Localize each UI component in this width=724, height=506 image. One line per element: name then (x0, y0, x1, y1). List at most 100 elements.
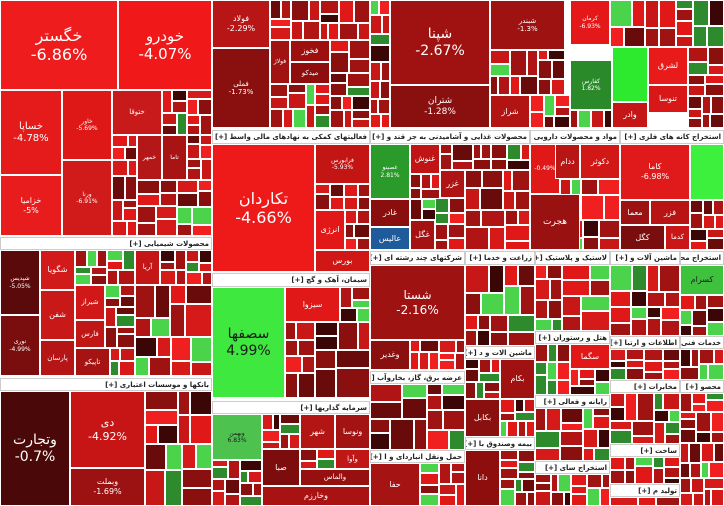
stock-tile[interactable] (656, 497, 680, 506)
stock-tile[interactable] (435, 224, 448, 240)
sector-header[interactable]: عرضه برق، گاز، بخاروآب [+] (370, 371, 465, 384)
stock-tile[interactable] (591, 110, 604, 128)
stock-tile[interactable] (320, 14, 339, 23)
stock-tile[interactable] (270, 19, 291, 27)
stock-tile[interactable] (107, 261, 123, 270)
stock-tile[interactable] (535, 265, 547, 279)
stock-tile[interactable] (659, 28, 676, 47)
stock-tile[interactable] (503, 170, 512, 191)
stock-tile[interactable] (330, 83, 347, 96)
stock-tile[interactable] (370, 81, 380, 99)
stock-tile[interactable] (439, 484, 456, 495)
stock-tile[interactable] (610, 430, 632, 444)
sector-header[interactable]: فعالیتهای کمکی به نهادهای مالی واسط [+] (212, 130, 370, 144)
stock-tile[interactable]: خساپا -4.78% (0, 90, 62, 175)
stock-tile[interactable] (564, 492, 571, 506)
stock-tile[interactable] (465, 315, 478, 330)
stock-tile[interactable]: بکابل (465, 399, 500, 437)
stock-tile[interactable] (190, 415, 212, 444)
stock-tile[interactable] (504, 265, 518, 286)
stock-tile[interactable] (162, 113, 177, 125)
stock-tile[interactable]: وبهمن 6.83% (212, 414, 262, 460)
stock-tile[interactable] (370, 99, 378, 114)
stock-tile[interactable] (442, 395, 465, 410)
stock-tile[interactable] (709, 0, 724, 26)
stock-tile[interactable] (156, 206, 177, 219)
stock-tile[interactable] (170, 304, 185, 337)
stock-tile[interactable] (465, 170, 482, 188)
stock-tile[interactable] (182, 469, 212, 488)
stock-tile[interactable] (659, 0, 676, 28)
stock-tile[interactable] (535, 344, 548, 362)
stock-tile[interactable] (448, 224, 465, 238)
stock-tile[interactable] (515, 479, 522, 492)
stock-tile[interactable] (116, 315, 135, 327)
stock-tile[interactable] (187, 159, 201, 168)
stock-tile[interactable] (664, 457, 680, 467)
stock-tile[interactable] (631, 319, 647, 336)
stock-tile[interactable] (145, 444, 166, 470)
stock-tile[interactable]: فولاد -2.29% (212, 0, 270, 48)
stock-tile[interactable]: فملی -1.73% (212, 48, 270, 128)
stock-tile[interactable]: وادر (612, 102, 648, 128)
stock-tile[interactable]: انرژی (315, 210, 345, 250)
stock-tile[interactable] (610, 393, 625, 407)
stock-tile[interactable]: معما (620, 200, 650, 225)
stock-tile[interactable] (598, 429, 610, 448)
stock-tile[interactable] (515, 412, 535, 421)
stock-tile[interactable] (439, 463, 451, 484)
stock-tile[interactable] (110, 361, 119, 376)
stock-tile[interactable] (352, 300, 370, 308)
sector-header[interactable]: زراعت و خدما [+] (465, 251, 535, 265)
stock-tile[interactable] (145, 425, 158, 444)
stock-tile[interactable] (708, 364, 724, 380)
stock-tile[interactable] (201, 159, 212, 180)
stock-tile[interactable] (669, 410, 680, 422)
stock-tile[interactable] (693, 26, 707, 47)
stock-tile[interactable] (520, 76, 538, 95)
stock-tile[interactable] (653, 468, 664, 484)
stock-tile[interactable] (581, 179, 598, 195)
stock-tile[interactable] (599, 238, 620, 250)
stock-tile[interactable] (302, 356, 315, 373)
stock-tile[interactable] (626, 368, 644, 380)
stock-tile[interactable] (498, 76, 510, 95)
stock-tile[interactable] (439, 340, 456, 353)
stock-tile[interactable] (578, 110, 591, 128)
stock-tile[interactable] (688, 118, 702, 128)
stock-tile[interactable] (663, 393, 680, 410)
stock-tile[interactable] (680, 419, 696, 429)
stock-tile[interactable] (192, 207, 212, 225)
stock-tile[interactable] (352, 110, 370, 119)
stock-tile[interactable] (562, 280, 590, 296)
stock-tile[interactable] (709, 462, 724, 478)
sector-header[interactable]: بانکها و موسسات اعتباری [+] (0, 378, 212, 391)
stock-tile[interactable] (500, 468, 518, 479)
sector-header[interactable]: ساخت [+] (610, 444, 680, 457)
stock-tile[interactable] (478, 315, 490, 330)
stock-tile[interactable] (112, 176, 125, 200)
stock-tile[interactable] (435, 198, 449, 213)
stock-tile[interactable] (198, 191, 212, 207)
stock-tile[interactable] (298, 340, 315, 356)
stock-tile[interactable] (345, 210, 357, 224)
stock-tile[interactable]: فزر (650, 200, 690, 225)
stock-tile[interactable] (560, 431, 583, 446)
stock-tile[interactable] (547, 362, 557, 380)
stock-tile[interactable] (420, 485, 439, 494)
sector-header[interactable]: سیمان، آهک و گچ [+] (212, 273, 370, 287)
stock-tile[interactable] (689, 443, 701, 463)
stock-tile[interactable] (708, 65, 724, 75)
stock-tile[interactable] (521, 144, 530, 160)
stock-tile[interactable] (680, 429, 696, 443)
stock-tile[interactable]: دانا (465, 450, 500, 506)
stock-tile[interactable] (455, 353, 465, 370)
stock-tile[interactable] (199, 250, 212, 263)
stock-tile[interactable] (490, 76, 498, 95)
stock-tile[interactable]: کاما -6.98% (620, 144, 690, 200)
stock-tile[interactable] (427, 395, 442, 410)
stock-tile[interactable] (526, 421, 535, 437)
sector-header[interactable]: استخراج کانه های فلزی [+] (620, 130, 724, 144)
stock-tile[interactable] (187, 90, 212, 99)
stock-tile[interactable]: تاما (162, 135, 187, 180)
